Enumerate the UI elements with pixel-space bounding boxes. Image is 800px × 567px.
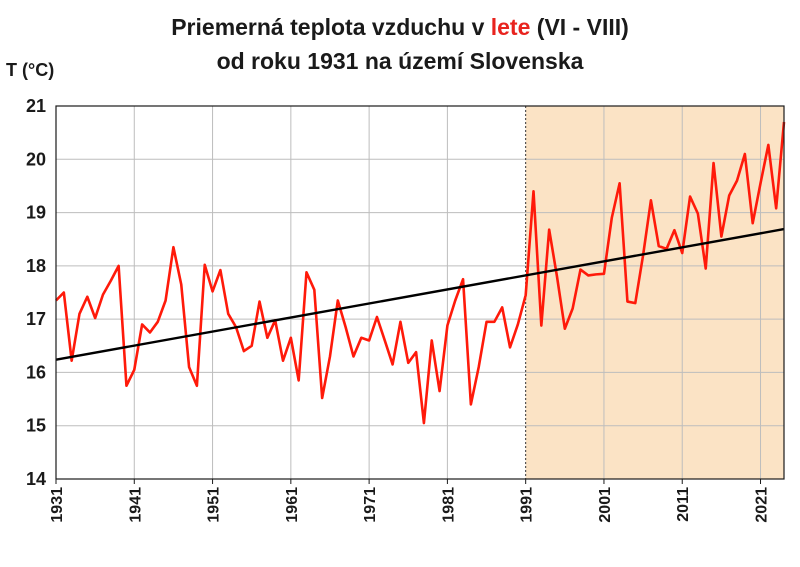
- trend-line: [55, 227, 785, 361]
- x-tick-label: 1941: [127, 487, 144, 523]
- x-tick-label: 1931: [49, 487, 66, 523]
- y-tick-label: 16: [26, 362, 46, 382]
- x-tick-label: 1961: [284, 487, 301, 523]
- chart-title-line1: Priemerná teplota vzduchu v lete (VI - V…: [0, 10, 800, 44]
- y-tick-label: 15: [26, 416, 46, 436]
- title-part2: (VI - VIII): [530, 14, 629, 40]
- y-tick-label: 20: [26, 149, 46, 169]
- y-tick-label: 19: [26, 203, 46, 223]
- chart-title: Priemerná teplota vzduchu v lete (VI - V…: [0, 10, 800, 78]
- x-tick-label: 1981: [440, 487, 457, 523]
- x-tick-label: 1951: [206, 487, 223, 523]
- y-axis-label: T (°C): [6, 60, 55, 80]
- x-ticks: 1931 1941 1951 1961 1971 1981 1991 2001 2011 2021: [49, 479, 771, 523]
- x-tick-label: 1991: [519, 487, 536, 523]
- y-tick-label: 17: [26, 309, 46, 329]
- x-tick-label: 2001: [597, 487, 614, 523]
- title-highlight: lete: [490, 14, 531, 40]
- x-tick-label: 2011: [675, 487, 692, 522]
- y-ticks: 14 15 16 17 18 19 20 21: [26, 96, 46, 489]
- y-tick-label: 14: [26, 469, 46, 489]
- y-tick-label: 21: [26, 96, 46, 116]
- x-tick-label: 1971: [362, 487, 379, 523]
- x-tick-label: 2021: [754, 487, 771, 523]
- y-tick-label: 18: [26, 256, 46, 276]
- chart-title-line2: od roku 1931 na území Slovenska: [216, 48, 584, 74]
- series-layer: [55, 121, 786, 425]
- title-part1: Priemerná teplota vzduchu v: [171, 14, 491, 40]
- temperature-series-line: [55, 121, 786, 425]
- plot-frame: [55, 105, 785, 480]
